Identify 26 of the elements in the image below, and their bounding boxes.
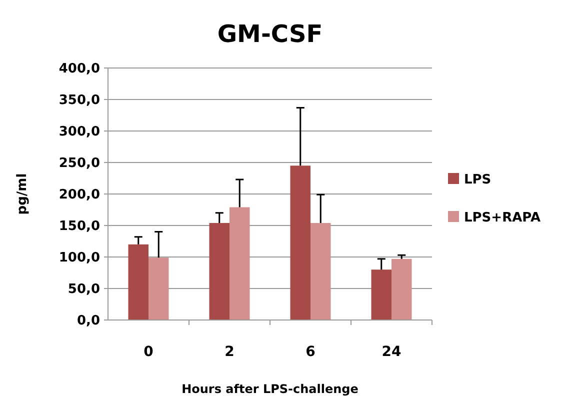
- y-tick-label: 300,0: [58, 124, 100, 140]
- x-tick-label: 6: [306, 344, 316, 360]
- bar: [148, 258, 169, 320]
- x-axis-title: Hours after LPS-challenge: [182, 382, 358, 396]
- bar: [230, 207, 250, 320]
- legend-label: LPS+RAPA: [464, 210, 541, 226]
- bar: [290, 166, 310, 320]
- y-tick-label: 100,0: [58, 250, 100, 266]
- bar: [310, 222, 331, 320]
- bar: [209, 222, 230, 320]
- x-tick-label: 2: [224, 344, 234, 360]
- bar: [371, 270, 392, 320]
- y-tick-label: 50,0: [68, 282, 100, 298]
- chart-title: GM-CSF: [217, 20, 323, 48]
- y-tick-label: 0,0: [76, 314, 100, 329]
- bar: [392, 258, 412, 320]
- y-tick-label: 400,0: [58, 62, 100, 77]
- x-tick-label: 24: [382, 344, 402, 360]
- x-tick-label: 0: [144, 344, 154, 360]
- y-tick-label: 250,0: [58, 156, 100, 172]
- y-tick-label: 150,0: [58, 219, 100, 234]
- legend-label: LPS: [464, 172, 492, 188]
- y-tick-label: 350,0: [58, 93, 100, 108]
- bar: [128, 244, 148, 320]
- y-axis-title: pg/ml: [15, 173, 30, 215]
- y-tick-label: 200,0: [58, 188, 100, 203]
